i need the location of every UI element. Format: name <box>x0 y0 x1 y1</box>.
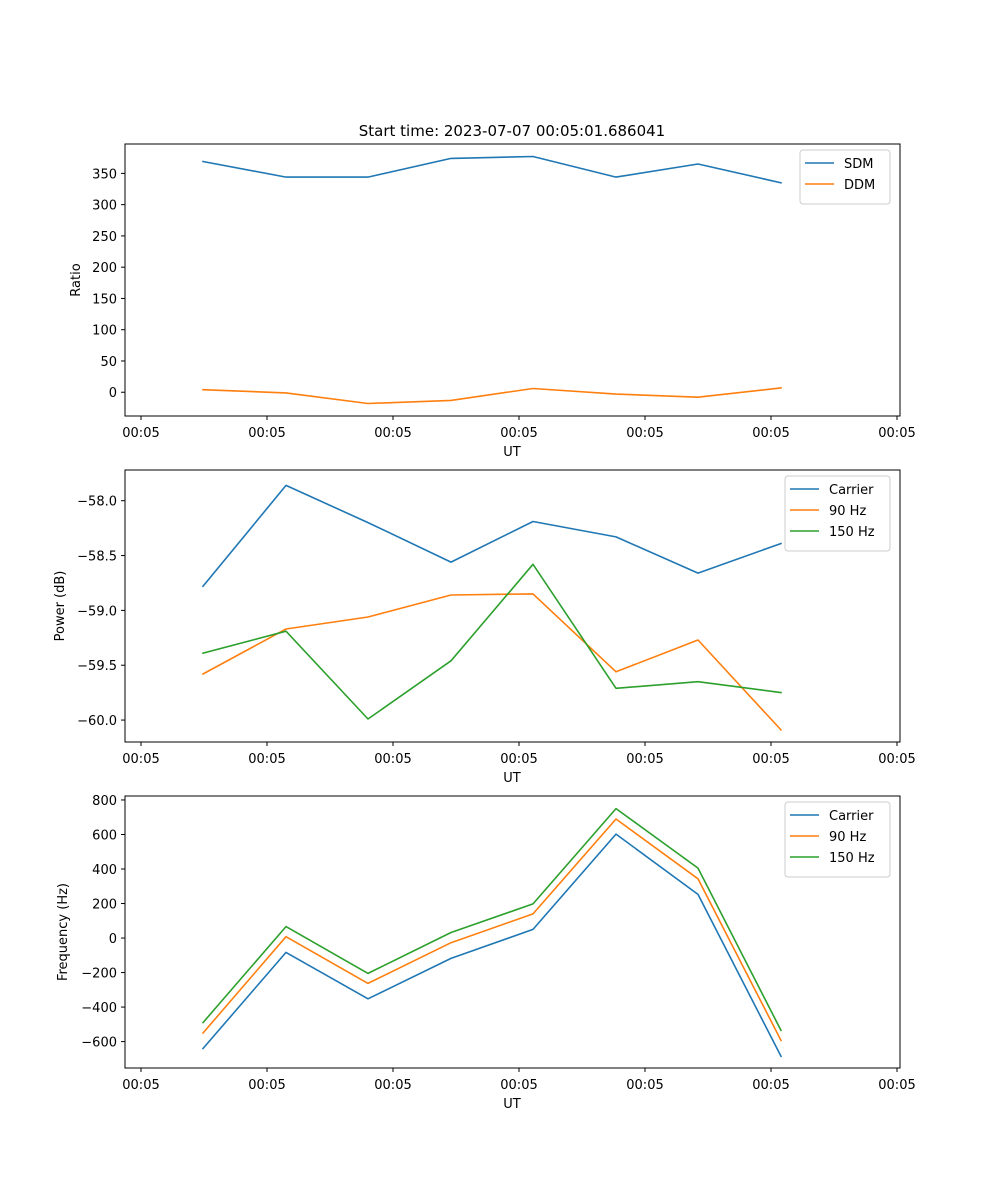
y-tick-label: −400 <box>81 1001 117 1016</box>
x-tick-label: 00:05 <box>752 1078 789 1093</box>
y-tick-label: 0 <box>109 932 117 947</box>
y-tick-label: −60.0 <box>77 714 117 729</box>
x-tick-label: 00:05 <box>122 426 159 441</box>
series-line-carrier <box>201 484 783 588</box>
y-tick-label: −58.5 <box>77 550 117 565</box>
x-tick-label: 00:05 <box>248 426 285 441</box>
legend-label: 90 Hz <box>829 830 866 845</box>
legend: Carrier 90 Hz 150 Hz <box>784 475 891 552</box>
figure-title: Start time: 2023-07-07 00:05:01.686041 <box>359 122 665 140</box>
x-axis-label: UT <box>503 1097 521 1112</box>
y-tick-label: 200 <box>92 898 117 913</box>
x-tick-label: 00:05 <box>878 752 915 767</box>
series-line-90-hz <box>201 818 783 1042</box>
legend-box <box>784 475 891 552</box>
chart-panel-3: 00:05 00:05 00:05 00:05 00:05 00:05 00:05 UT 800… <box>56 794 916 1112</box>
y-axis-label: Power (dB) <box>53 571 68 642</box>
chart-panel-2: 00:05 00:05 00:05 00:05 00:05 00:05 00:05 UT −58… <box>53 469 916 786</box>
x-tick-label: 00:05 <box>122 1078 159 1093</box>
x-tick-label: 00:05 <box>626 752 663 767</box>
x-tick-label: 00:05 <box>500 426 537 441</box>
panels: 00:05 00:05 00:05 00:05 00:05 00:05 00:05 UT 0 50… <box>53 143 916 1112</box>
axes-frame <box>124 143 901 417</box>
series-line-150-hz <box>201 807 783 1032</box>
x-tick-label: 00:05 <box>374 752 411 767</box>
y-tick-label: −600 <box>81 1036 117 1051</box>
y-tick-label: −59.5 <box>77 659 117 674</box>
x-tick-label: 00:05 <box>374 1078 411 1093</box>
y-tick-label: 250 <box>92 230 117 245</box>
legend-label: 90 Hz <box>829 504 866 519</box>
legend-label: 150 Hz <box>829 525 875 540</box>
legend-label: 150 Hz <box>829 851 875 866</box>
y-tick-label: 400 <box>92 863 117 878</box>
legend-label: Carrier <box>829 483 874 498</box>
legend: SDM DDM <box>799 149 891 205</box>
y-tick-label: 300 <box>92 199 117 214</box>
x-tick-label: 00:05 <box>878 1078 915 1093</box>
axes-frame <box>124 469 901 743</box>
y-tick-label: 100 <box>92 324 117 339</box>
x-tick-label: 00:05 <box>500 752 537 767</box>
series-line-sdm <box>202 155 782 184</box>
x-tick-label: 00:05 <box>752 752 789 767</box>
y-tick-label: 350 <box>92 167 117 182</box>
legend-label: DDM <box>844 178 875 193</box>
series-line-carrier <box>201 833 783 1058</box>
x-tick-label: 00:05 <box>248 1078 285 1093</box>
x-tick-label: 00:05 <box>752 426 789 441</box>
y-tick-label: 50 <box>100 355 117 370</box>
x-axis-label: UT <box>503 771 521 786</box>
y-tick-label: −58.0 <box>77 495 117 510</box>
x-tick-label: 00:05 <box>248 752 285 767</box>
y-tick-label: −59.0 <box>77 604 117 619</box>
x-tick-label: 00:05 <box>374 426 411 441</box>
x-tick-label: 00:05 <box>122 752 159 767</box>
y-tick-label: 200 <box>92 261 117 276</box>
x-tick-label: 00:05 <box>878 426 915 441</box>
series-line-ddm <box>202 387 782 405</box>
x-tick-label: 00:05 <box>500 1078 537 1093</box>
y-tick-label: 600 <box>92 828 117 843</box>
legend-label: SDM <box>844 157 873 172</box>
legend-box <box>784 801 891 878</box>
series-line-150-hz <box>202 563 782 720</box>
x-axis-label: UT <box>503 445 521 460</box>
y-tick-label: 0 <box>109 386 117 401</box>
legend: Carrier 90 Hz 150 Hz <box>784 801 891 878</box>
y-tick-label: −200 <box>81 967 117 982</box>
x-tick-label: 00:05 <box>626 426 663 441</box>
axes-frame <box>124 795 901 1069</box>
y-tick-label: 150 <box>92 292 117 307</box>
y-tick-label: 800 <box>92 794 117 809</box>
chart-panel-1: 00:05 00:05 00:05 00:05 00:05 00:05 00:05 UT 0 50… <box>69 143 916 460</box>
y-axis-label: Ratio <box>69 263 84 296</box>
x-tick-label: 00:05 <box>626 1078 663 1093</box>
series-line-90-hz <box>201 593 783 732</box>
legend-label: Carrier <box>829 809 874 824</box>
y-axis-label: Frequency (Hz) <box>56 883 71 981</box>
